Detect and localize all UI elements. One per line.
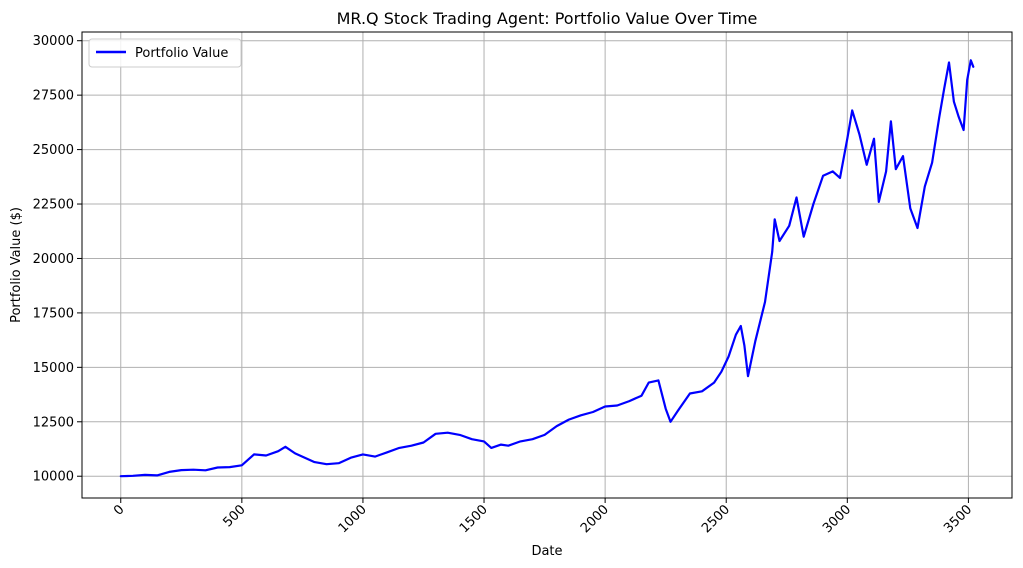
- plot-frame: [81, 31, 1013, 499]
- y-tick-label: 30000: [33, 34, 74, 49]
- y-tick-label: 25000: [33, 143, 74, 158]
- x-tick-label: 1500: [457, 502, 491, 536]
- x-axis-ticks: 0 500 1000 1500 2000 2500 3000 3500: [111, 498, 975, 536]
- x-tick-label: 2500: [699, 502, 733, 536]
- y-tick-label: 20000: [33, 252, 74, 267]
- x-tick-label: 0: [111, 502, 127, 518]
- series-layer: [119, 59, 975, 478]
- y-tick-label: 12500: [33, 415, 74, 430]
- y-tick-label: 15000: [33, 361, 74, 376]
- grid-lines: [82, 32, 1012, 498]
- x-tick-label: 3000: [820, 502, 854, 536]
- y-tick-label: 17500: [33, 306, 74, 321]
- y-axis-label: Portfolio Value ($): [9, 207, 24, 323]
- chart-title: MR.Q Stock Trading Agent: Portfolio Valu…: [337, 9, 758, 28]
- y-tick-label: 22500: [33, 198, 74, 213]
- x-tick-label: 3500: [941, 502, 975, 536]
- legend-label: Portfolio Value: [135, 46, 228, 61]
- x-axis-label: Date: [531, 544, 562, 559]
- y-tick-label: 27500: [33, 89, 74, 104]
- x-tick-label: 500: [221, 502, 249, 530]
- series-line-portfolio-value: [119, 59, 975, 478]
- x-tick-label: 1000: [336, 502, 370, 536]
- y-tick-label: 10000: [33, 470, 74, 485]
- legend-box: [88, 38, 242, 68]
- y-axis-ticks: 10000 12500 15000 17500 20000 22500 25000 27500…: [33, 34, 82, 485]
- legend: Portfolio Value: [88, 38, 242, 68]
- x-tick-label: 2000: [578, 502, 612, 536]
